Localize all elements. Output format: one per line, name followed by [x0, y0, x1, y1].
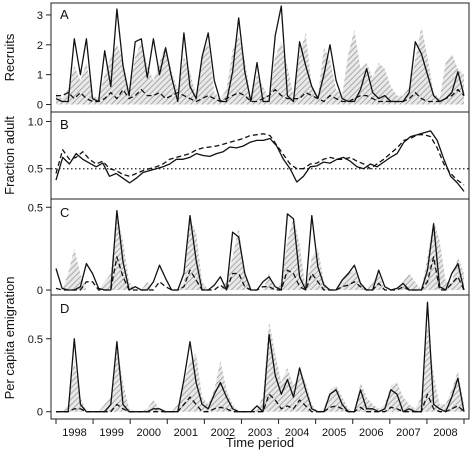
panel-b-ylabel: Fraction adult: [2, 116, 17, 195]
panel-a-ytick-label: 2: [37, 40, 43, 52]
panel-b-ytick-label: 1.0: [28, 116, 43, 128]
panel-d: 00.5 D Per capita emigration: [2, 277, 470, 420]
x-axis: 1998 1999 2000 2001 2002 2003 2004 2005 2006 2007…: [55, 419, 465, 439]
panel-d-series-dashed: [56, 393, 465, 413]
panel-d-ytick-label: 0.5: [28, 334, 43, 346]
panel-a-series-shaded: [56, 26, 464, 105]
panel-d-series-solid: [56, 301, 465, 413]
x-axis-tick-label: 2004: [285, 427, 309, 439]
panel-a-ylabel: Recruits: [2, 33, 17, 81]
panel-a: 0 1 2 3 A Recruits: [2, 2, 470, 113]
panel-a-letter: A: [60, 7, 69, 22]
x-axis-tick-label: 2003: [248, 427, 272, 439]
x-axis-tick-label: 1998: [62, 427, 86, 439]
x-axis-tick-label: 2000: [136, 427, 160, 439]
panel-d-frame: [50, 294, 470, 420]
x-axis-label: Time period: [226, 435, 294, 450]
panel-c: 00.5 C: [28, 198, 470, 297]
panel-b: 0.5 1.0 B Fraction adult: [2, 111, 470, 200]
x-axis-tick-label: 1999: [99, 427, 123, 439]
x-axis-tick-label: 2007: [396, 427, 420, 439]
panel-d-letter: D: [60, 301, 69, 316]
panel-b-series-solid: [55, 130, 465, 192]
x-axis-tick-label: 2006: [359, 427, 383, 439]
x-axis-tick-label: 2005: [322, 427, 346, 439]
panel-c-series-solid: [55, 209, 465, 291]
panel-a-ytick-label: 0: [37, 100, 43, 112]
panel-c-ytick-label: 0: [37, 285, 43, 297]
panel-c-series-shaded: [56, 217, 464, 290]
panel-c-series-dashed: [55, 256, 465, 291]
panel-d-ytick-label: 0: [37, 407, 43, 419]
panel-c-letter: C: [60, 205, 69, 220]
panel-a-ytick-label: 1: [37, 70, 43, 82]
panel-c-ytick-label: 0.5: [28, 202, 43, 214]
panel-b-letter: B: [60, 117, 69, 132]
panel-d-ylabel: Per capita emigration: [2, 277, 17, 400]
panel-a-marks: 0 1 2 3: [37, 5, 465, 112]
panel-b-series-dashed: [55, 133, 465, 186]
panel-a-series-solid: [55, 5, 465, 103]
panel-b-ytick-label: 0.5: [28, 164, 43, 176]
panel-d-marks: 00.5: [28, 301, 465, 419]
x-axis-tick-label: 2002: [211, 427, 235, 439]
x-axis-tick-label: 2008: [433, 427, 457, 439]
panel-b-frame: [50, 111, 470, 200]
x-axis-tick-label: 2001: [174, 427, 198, 439]
panel-c-marks: 00.5: [28, 202, 465, 297]
panel-b-marks: 0.5 1.0: [28, 116, 469, 192]
panel-a-ytick-label: 3: [37, 10, 43, 22]
panel-d-series-shaded: [56, 321, 464, 412]
